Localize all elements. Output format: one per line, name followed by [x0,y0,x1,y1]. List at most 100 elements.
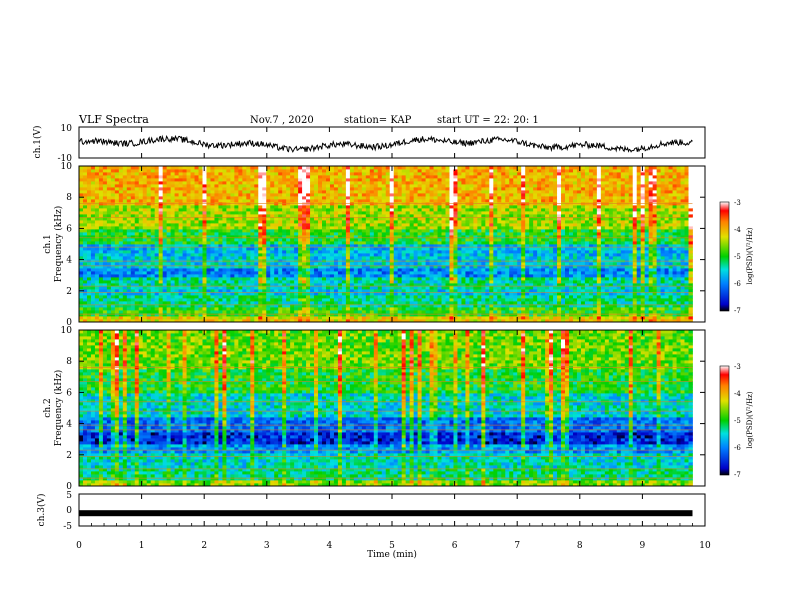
spectrogram-cell [250,301,254,304]
spectrogram-cell [477,277,481,280]
spectrogram-cell [553,271,557,274]
spectrogram-cell [449,316,453,319]
spectrogram-cell [489,298,493,301]
spectrogram-cell [314,256,318,259]
spectrogram-cell [613,268,617,271]
spectrogram-cell [354,271,358,274]
spectrogram-cell [234,280,238,283]
spectrogram-cell [318,307,322,310]
spectrogram-cell [394,271,398,274]
spectrogram-cell [326,301,330,304]
spectrogram-cell [338,277,342,280]
spectrogram-cell [354,298,358,301]
spectrogram-cell [246,262,250,265]
spectrogram-cell [649,256,653,259]
spectrogram-cell [581,268,585,271]
spectrogram-cell [210,316,214,319]
spectrogram-cell [310,307,314,310]
spectrogram-cell [322,310,326,313]
spectrogram-cell [577,295,581,298]
spectrogram-cell [366,301,370,304]
spectrogram-cell [497,307,501,310]
spectrogram-cell [230,262,234,265]
spectrogram-cell [501,262,505,265]
spectrogram-cell [314,313,318,316]
spectrogram-cell [326,268,330,271]
spectrogram-cell [485,256,489,259]
spectrogram-cell [222,289,226,292]
spectrogram-cell [306,307,310,310]
spectrogram-cell [438,313,442,316]
spectrogram-cell [426,262,430,265]
spectrogram-cell [637,262,641,265]
spectrogram-cell [533,289,537,292]
spectrogram-cell [350,280,354,283]
spectrogram-cell [270,313,274,316]
spectrogram-cell [410,280,414,283]
spectrogram-cell [537,313,541,316]
spectrogram-cell [633,316,637,319]
spectrogram-cell [445,298,449,301]
spectrogram-cell [282,274,286,277]
spectrogram-cell [593,289,597,292]
spectrogram-cell [601,256,605,259]
spectrogram-cell [541,295,545,298]
spectrogram-cell [187,256,191,259]
spectrogram-cell [398,298,402,301]
spectrogram-cell [597,277,601,280]
spectrogram-cell [665,256,669,259]
spectrogram-cell [549,289,553,292]
spectrogram-cell [669,307,673,310]
spectrogram-cell [370,289,374,292]
spectrogram-cell [406,295,410,298]
spectrogram-cell [569,277,573,280]
spectrogram-cell [430,277,434,280]
spectrogram-cell [246,289,250,292]
spectrogram-cell [123,295,127,298]
spectrogram-cell [206,262,210,265]
spectrogram-cell [629,253,633,256]
spectrogram-cell [617,277,621,280]
spectrogram-cell [541,277,545,280]
spectrogram-cell [469,301,473,304]
spectrogram-cell [473,274,477,277]
spectrogram-cell [426,310,430,313]
spectrogram-cell [298,307,302,310]
spectrogram-cell [477,310,481,313]
spectrogram-cell [601,253,605,256]
spectrogram-cell [641,277,645,280]
spectrogram-cell [394,313,398,316]
spectrogram-cell [501,298,505,301]
spectrogram-cell [673,256,677,259]
spectrogram-cell [461,250,465,253]
spectrogram-cell [633,274,637,277]
spectrogram-cell [123,274,127,277]
spectrogram-cell [238,274,242,277]
spectrogram-cell [143,268,147,271]
spectrogram-cell [426,250,430,253]
spectrogram-cell [569,268,573,271]
spectrogram-cell [557,268,561,271]
spectrogram-cell [91,298,95,301]
spectrogram-cell [422,310,426,313]
spectrogram-cell [290,301,294,304]
spectrogram-cell [298,316,302,319]
spectrogram-cell [306,277,310,280]
spectrogram-cell [270,259,274,262]
spectrogram-cell [342,256,346,259]
spectrogram-cell [95,316,99,319]
spectrogram-cell [418,262,422,265]
spectrogram-cell [661,253,665,256]
spectrogram-cell [410,274,414,277]
spectrogram-cell [171,253,175,256]
spectrogram-cell [505,316,509,319]
spectrogram-cell [485,268,489,271]
spectrogram-cell [669,289,673,292]
spectrogram-cell [382,316,386,319]
spectrogram-cell [314,316,318,319]
spectrogram-cell [442,307,446,310]
spectrogram-cell [545,256,549,259]
spectrogram-cell [258,277,262,280]
spectrogram-cell [155,313,159,316]
spectrogram-cell [350,289,354,292]
